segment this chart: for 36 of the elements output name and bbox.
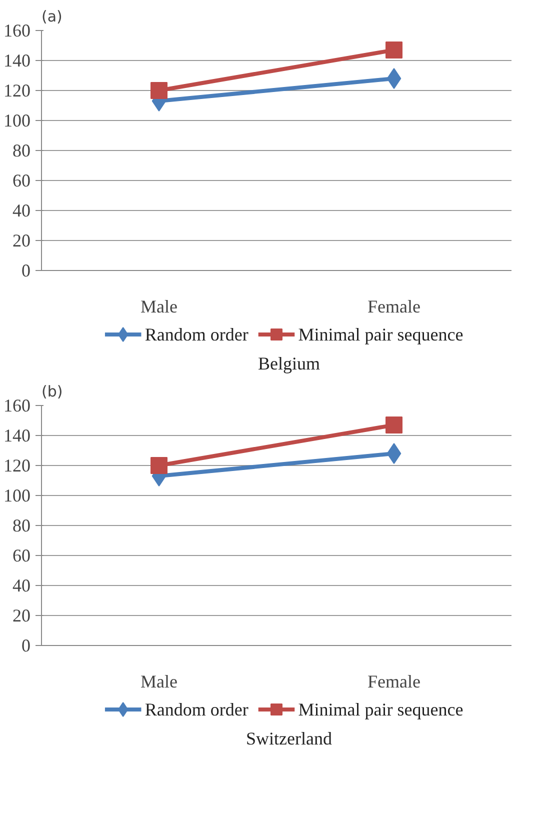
chart-title: (a) — [42, 8, 62, 26]
x-tick-label: Male — [140, 672, 178, 692]
y-tick-label: 40 — [12, 200, 30, 220]
legend-label: Minimal pair sequence — [298, 324, 464, 344]
y-tick-label: 0 — [22, 636, 30, 656]
y-tick-label: 0 — [22, 260, 30, 280]
x-axis-title: Switzerland — [246, 728, 332, 748]
x-tick-label: Female — [368, 296, 420, 316]
x-axis-title: Belgium — [258, 354, 320, 374]
y-tick-label: 80 — [12, 140, 30, 160]
legend-label: Random order — [144, 324, 248, 344]
y-tick-label: 140 — [4, 50, 30, 70]
y-tick-label: 160 — [4, 20, 30, 40]
point — [150, 457, 168, 474]
point — [386, 443, 402, 464]
point — [386, 42, 402, 58]
x-tick-label: Male — [140, 296, 178, 316]
point — [386, 68, 402, 89]
y-tick-label: 80 — [12, 516, 30, 536]
chart-title: (b) — [42, 382, 63, 400]
y-tick-label: 160 — [4, 396, 30, 416]
y-tick-label: 100 — [4, 110, 30, 130]
legend-label: Minimal pair sequence — [298, 700, 464, 720]
y-tick-label: 20 — [12, 230, 30, 250]
y-tick-label: 40 — [12, 576, 30, 596]
y-tick-label: 60 — [12, 170, 30, 190]
y-tick-label: 140 — [4, 426, 30, 446]
y-tick-label: 60 — [12, 546, 30, 566]
point — [386, 416, 402, 434]
y-tick-label: 100 — [4, 486, 30, 506]
y-tick-label: 120 — [4, 80, 30, 100]
y-tick-label: 120 — [4, 456, 30, 476]
y-tick-label: 20 — [12, 606, 30, 626]
point — [150, 82, 168, 99]
legend-label: Random order — [144, 700, 248, 720]
x-tick-label: Female — [368, 672, 420, 692]
